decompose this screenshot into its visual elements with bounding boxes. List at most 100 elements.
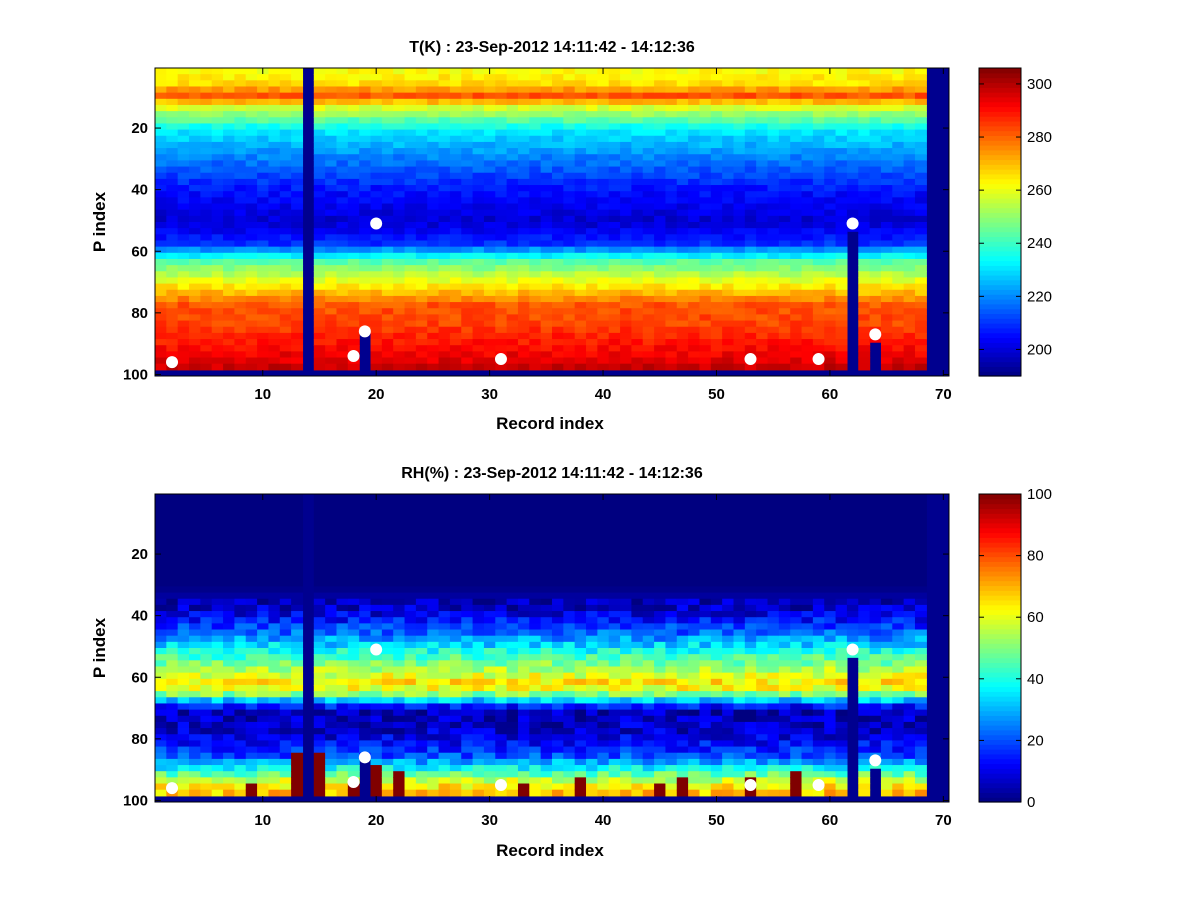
heatmap-cell xyxy=(642,209,655,217)
heatmap-cell xyxy=(427,777,440,785)
heatmap-cell xyxy=(393,295,406,303)
heatmap-cell xyxy=(347,506,360,514)
heatmap-cell xyxy=(381,654,394,661)
heatmap-cell xyxy=(359,197,372,205)
heatmap-cell xyxy=(824,80,837,88)
heatmap-cell xyxy=(177,604,190,612)
heatmap-cell xyxy=(359,209,372,217)
heatmap-cell xyxy=(506,166,519,174)
heatmap-cell xyxy=(892,289,905,297)
heatmap-cell xyxy=(517,758,530,766)
heatmap-cell xyxy=(268,308,281,315)
colorbar-segment xyxy=(979,265,1021,271)
heatmap-cell xyxy=(415,765,428,772)
heatmap-cell xyxy=(733,265,746,272)
heatmap-cell xyxy=(676,191,689,198)
heatmap-cell xyxy=(756,141,769,149)
heatmap-cell xyxy=(245,530,258,538)
heatmap-cell xyxy=(506,246,519,254)
heatmap-cell xyxy=(529,648,542,655)
heatmap-cell xyxy=(506,185,519,192)
heatmap-cell xyxy=(427,234,440,242)
heatmap-cell xyxy=(245,258,258,266)
heatmap-cell xyxy=(211,209,224,217)
heatmap-cell xyxy=(223,629,235,637)
heatmap-cell xyxy=(824,86,837,94)
heatmap-cell xyxy=(722,222,735,229)
heatmap-cell xyxy=(438,617,451,624)
heatmap-cell xyxy=(291,191,304,198)
temperature-x-axis-label: Record index xyxy=(496,414,604,433)
heatmap-cell xyxy=(869,234,882,242)
heatmap-cell xyxy=(211,752,224,760)
heatmap-cell xyxy=(529,592,542,600)
heatmap-cell xyxy=(767,86,780,94)
heatmap-cell xyxy=(574,326,587,334)
heatmap-cell xyxy=(155,295,167,303)
heatmap-cell xyxy=(370,246,383,254)
heatmap-cell xyxy=(676,178,689,186)
heatmap-cell xyxy=(699,332,712,340)
heatmap-cell xyxy=(880,68,893,75)
heatmap-cell xyxy=(676,86,689,94)
heatmap-cell xyxy=(347,141,360,149)
heatmap-cell xyxy=(756,129,769,137)
heatmap-cell xyxy=(778,178,791,186)
heatmap-cell xyxy=(540,258,553,266)
heatmap-cell xyxy=(381,567,394,575)
heatmap-cell xyxy=(869,154,882,161)
heatmap-cell xyxy=(370,524,383,532)
heatmap-cell xyxy=(608,265,621,272)
heatmap-cell xyxy=(461,104,474,112)
heatmap-cell xyxy=(812,129,825,137)
heatmap-cell xyxy=(449,258,462,266)
heatmap-cell xyxy=(347,80,360,88)
heatmap-cell xyxy=(257,678,270,686)
heatmap-cell xyxy=(245,746,258,754)
heatmap-cell xyxy=(472,703,485,711)
heatmap-cell xyxy=(642,86,655,94)
heatmap-cell xyxy=(597,117,610,125)
heatmap-cell xyxy=(744,295,757,303)
heatmap-cell xyxy=(858,228,871,235)
heatmap-cell xyxy=(631,166,644,174)
heatmap-cell xyxy=(427,252,440,260)
heatmap-cell xyxy=(415,92,428,100)
heatmap-cell xyxy=(676,111,689,118)
heatmap-cell xyxy=(812,191,825,198)
heatmap-cell xyxy=(223,617,235,624)
heatmap-cell xyxy=(665,302,678,309)
heatmap-cell xyxy=(279,555,292,563)
heatmap-cell xyxy=(359,166,372,174)
heatmap-cell xyxy=(778,68,791,75)
heatmap-cell xyxy=(404,604,417,612)
heatmap-cell xyxy=(903,295,916,303)
heatmap-cell xyxy=(767,332,780,340)
heatmap-cell xyxy=(211,555,224,563)
heatmap-cell xyxy=(552,160,564,168)
heatmap-cell xyxy=(211,363,224,371)
heatmap-cell xyxy=(359,308,372,315)
heatmap-cell xyxy=(914,178,927,186)
heatmap-cell xyxy=(211,308,224,315)
heatmap-cell xyxy=(506,574,519,581)
heatmap-cell xyxy=(722,74,735,81)
heatmap-cell xyxy=(631,295,644,303)
heatmap-cell xyxy=(495,709,508,717)
heatmap-cell xyxy=(257,512,270,520)
heatmap-cell xyxy=(370,500,383,507)
heatmap-cell xyxy=(654,209,667,217)
heatmap-cell xyxy=(517,117,530,125)
heatmap-cell xyxy=(189,141,201,149)
heatmap-cell xyxy=(812,252,825,260)
heatmap-cell xyxy=(903,135,916,143)
heatmap-cell xyxy=(574,166,587,174)
heatmap-cell xyxy=(313,543,326,551)
heatmap-cell xyxy=(189,684,201,692)
heatmap-cell xyxy=(722,80,735,88)
heatmap-cell xyxy=(733,166,746,174)
heatmap-cell xyxy=(880,86,893,94)
heatmap-cell xyxy=(495,623,508,631)
temperature-markers xyxy=(166,217,882,369)
heatmap-cell xyxy=(177,215,190,223)
